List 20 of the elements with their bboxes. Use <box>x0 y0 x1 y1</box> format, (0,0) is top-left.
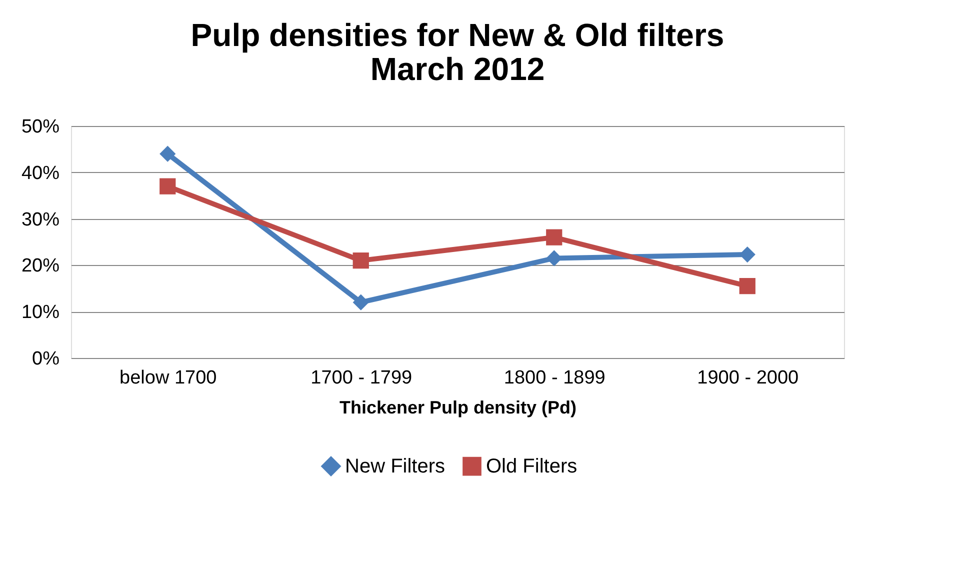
y-tick-label: 20% <box>21 256 60 277</box>
x-axis-title: Thickener Pulp density (Pd) <box>339 398 577 418</box>
x-tick-label: below 1700 <box>120 368 217 388</box>
point <box>160 146 176 162</box>
legend-label: Old Filters <box>486 455 578 478</box>
x-tick-label: 1700 - 1799 <box>310 368 412 388</box>
x-tick-label: 1900 - 2000 <box>697 368 799 388</box>
chart-title: Pulp densities for New & Old filters March 2012 <box>190 17 724 87</box>
x-tick-label: 1800 - 1899 <box>504 368 606 388</box>
y-tick-label: 50% <box>21 116 60 138</box>
point <box>352 252 369 269</box>
point <box>739 278 756 294</box>
y-tick-label: 0% <box>32 348 60 370</box>
legend-label: New Filters <box>345 455 446 478</box>
y-tick-label: 30% <box>21 209 60 230</box>
point <box>352 294 369 310</box>
point <box>546 229 562 246</box>
point <box>160 178 176 194</box>
y-tick-label: 10% <box>21 302 60 324</box>
y-tick-label: 40% <box>21 162 60 184</box>
